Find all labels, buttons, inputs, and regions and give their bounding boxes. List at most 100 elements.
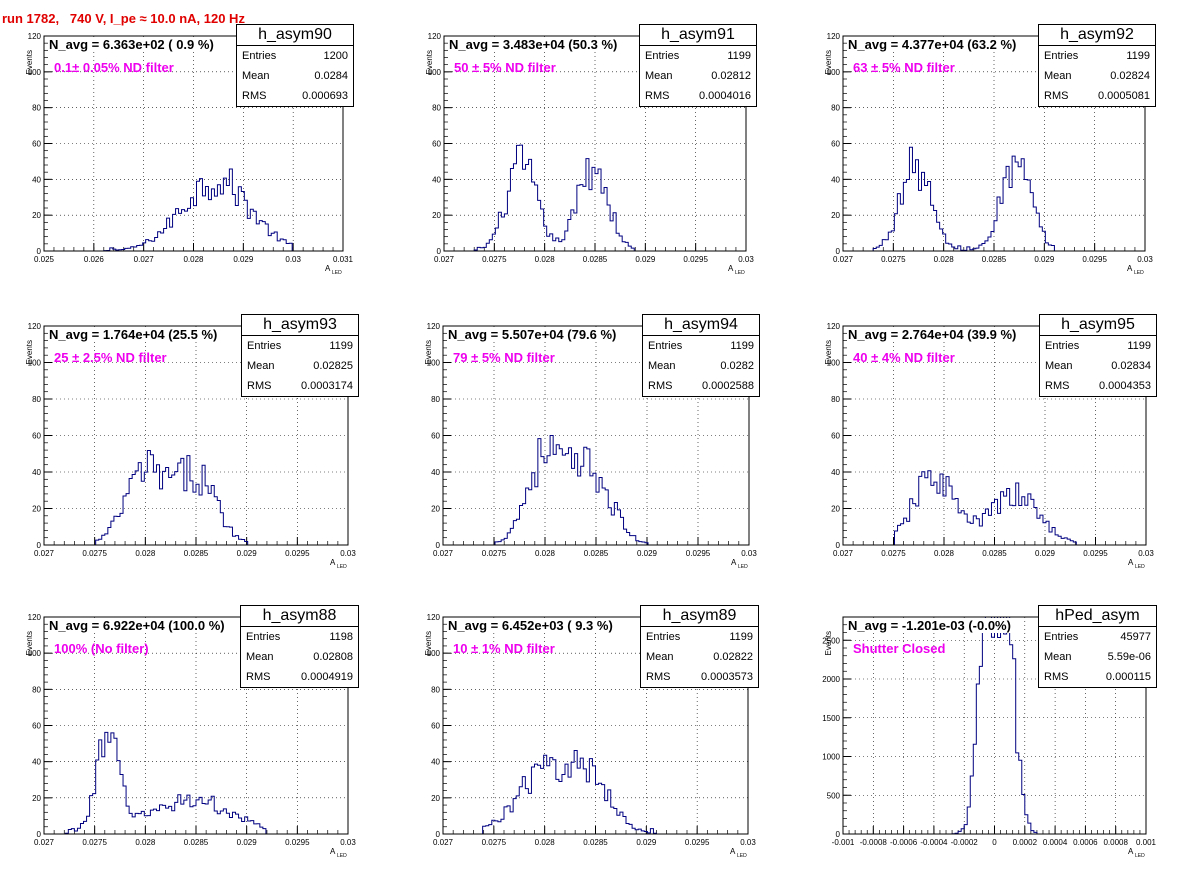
x-tick-label: 0.0285 <box>982 255 1007 264</box>
filter-label: 50 ± 5% ND filter <box>454 60 556 75</box>
stats-row-entries: Entries 1199 <box>1039 46 1155 66</box>
x-tick-label: 0.0285 <box>184 838 209 847</box>
y-tick-label: 120 <box>427 322 441 331</box>
y-tick-label: 60 <box>431 432 440 441</box>
plot-frame <box>43 325 349 546</box>
y-tick-label: 40 <box>431 468 440 477</box>
filter-label: 0.1± 0.05% ND filter <box>54 60 174 75</box>
stats-row-entries: Entries 1199 <box>643 336 759 356</box>
stats-box: h_asym93 Entries 1199 Mean 0.02825 RMS 0.00031… <box>241 314 359 397</box>
stats-key: RMS <box>247 380 272 392</box>
stats-value: 1199 <box>729 631 753 643</box>
y-tick-label: 20 <box>431 794 440 803</box>
x-tick-label: 0.03 <box>1137 255 1153 264</box>
y-tick-label: 0 <box>37 830 42 839</box>
stats-box: hPed_asym Entries 45977 Mean 5.59e-06 RMS 0.00… <box>1038 605 1157 688</box>
stats-key: Entries <box>648 340 683 352</box>
y-tick-label: 1500 <box>822 714 840 723</box>
x-tick-label: 0.028 <box>535 838 556 847</box>
x-tick-label: 0.0275 <box>482 255 507 264</box>
y-tick-label: 20 <box>431 505 440 514</box>
stats-key: Mean <box>1044 651 1072 663</box>
x-tick-label: 0.03 <box>740 838 756 847</box>
y-tick-label: 0 <box>836 247 841 256</box>
stats-row-rms: RMS 0.000693 <box>237 86 353 106</box>
stats-value: 0.000693 <box>302 90 348 102</box>
stats-value: 0.000115 <box>1105 671 1151 683</box>
stats-row-mean: Mean 0.0284 <box>237 66 353 86</box>
stats-title: h_asym91 <box>640 25 756 46</box>
x-tick-label: 0.0295 <box>685 838 710 847</box>
stats-value: 0.02808 <box>313 651 353 663</box>
x-tick-label: 0.0275 <box>881 549 906 558</box>
y-tick-label: 100 <box>427 649 441 658</box>
x-tick-label: 0.029 <box>635 255 656 264</box>
y-tick-label: 120 <box>827 32 841 41</box>
y-axis-title: Events <box>425 50 434 74</box>
x-tick-label: 0.0285 <box>584 549 609 558</box>
stats-key: RMS <box>645 90 670 102</box>
stats-value: 0.0003573 <box>701 671 753 683</box>
stats-row-entries: Entries 1198 <box>241 627 358 647</box>
y-tick-label: 20 <box>432 211 441 220</box>
x-axis-subscript: LED <box>337 564 347 570</box>
x-tick-label: 0.0285 <box>184 549 209 558</box>
y-tick-label: 120 <box>428 32 442 41</box>
stats-title: h_asym89 <box>641 606 758 627</box>
navg-label: N_avg = 6.363e+02 ( 0.9 %) <box>49 37 214 52</box>
navg-label: N_avg = 4.377e+04 (63.2 %) <box>848 37 1017 52</box>
x-axis-title: A <box>1128 558 1134 567</box>
y-tick-label: 80 <box>432 104 441 113</box>
x-tick-label: 0.0275 <box>82 838 107 847</box>
stats-row-entries: Entries 45977 <box>1039 627 1156 647</box>
x-tick-label: 0.029 <box>1034 255 1055 264</box>
x-axis-subscript: LED <box>737 853 747 859</box>
stats-title: h_asym88 <box>241 606 358 627</box>
stats-key: RMS <box>1044 671 1069 683</box>
stats-key: Mean <box>247 360 275 372</box>
stats-value: 1198 <box>329 631 353 643</box>
stats-value: 45977 <box>1120 631 1151 643</box>
navg-label: N_avg = 3.483e+04 (50.3 %) <box>449 37 618 52</box>
x-tick-label: 0.03 <box>1138 549 1154 558</box>
x-tick-label: 0.0275 <box>881 255 906 264</box>
x-tick-label: 0.0002 <box>1013 838 1038 847</box>
y-tick-label: 80 <box>32 685 41 694</box>
y-tick-label: 40 <box>431 758 440 767</box>
stats-row-rms: RMS 0.0004353 <box>1040 376 1156 396</box>
x-axis-title: A <box>1127 264 1133 273</box>
x-axis-subscript: LED <box>1134 270 1144 276</box>
y-tick-label: 60 <box>32 140 41 149</box>
stats-key: Entries <box>242 50 277 62</box>
x-tick-label: 0.0008 <box>1103 838 1128 847</box>
x-tick-label: 0.028 <box>135 838 156 847</box>
stats-box: h_asym89 Entries 1199 Mean 0.02822 RMS 0.00035… <box>640 605 759 688</box>
stats-title: h_asym92 <box>1039 25 1155 46</box>
y-tick-label: 0 <box>37 541 42 550</box>
x-tick-label: -0.0008 <box>860 838 888 847</box>
x-axis-subscript: LED <box>337 853 347 859</box>
x-tick-label: 0.025 <box>34 255 55 264</box>
stats-row-mean: Mean 5.59e-06 <box>1039 647 1156 667</box>
x-axis-title: A <box>1128 847 1134 856</box>
stats-key: Entries <box>646 631 681 643</box>
stats-title: h_asym94 <box>643 315 759 336</box>
stats-value: 0.0002588 <box>702 380 754 392</box>
stats-value: 0.0004919 <box>301 671 353 683</box>
x-tick-label: 0.0295 <box>683 255 708 264</box>
y-tick-label: 100 <box>28 649 42 658</box>
x-axis-title: A <box>730 847 736 856</box>
y-tick-label: 0 <box>437 247 442 256</box>
navg-label: N_avg = 1.764e+04 (25.5 %) <box>49 327 218 342</box>
x-tick-label: 0.03 <box>738 255 754 264</box>
run-title: run 1782, 740 V, I_pe ≈ 10.0 nA, 120 Hz <box>2 11 245 26</box>
plot-frame <box>842 35 1146 252</box>
x-axis-title: A <box>731 558 737 567</box>
x-tick-label: -0.001 <box>832 838 855 847</box>
x-tick-label: 0.031 <box>333 255 354 264</box>
y-tick-label: 40 <box>32 468 41 477</box>
x-tick-label: 0.0295 <box>285 838 310 847</box>
filter-label: 79 ± 5% ND filter <box>453 350 555 365</box>
